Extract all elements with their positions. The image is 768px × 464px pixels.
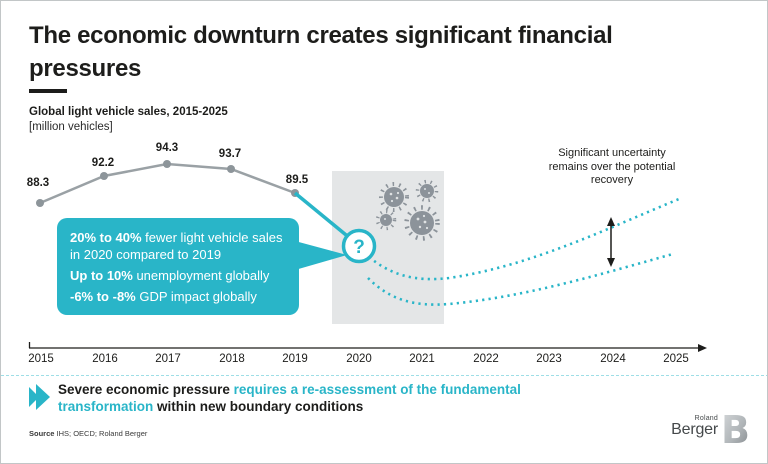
sales-data-points: [36, 160, 299, 207]
logo-word-roland: Roland: [694, 415, 718, 422]
year-2015: 2015: [28, 353, 54, 365]
double-chevron-icon: [29, 384, 50, 410]
impact-callout: 20% to 40% fewer light vehicle sales in …: [57, 218, 299, 315]
year-2017: 2017: [155, 353, 181, 365]
logo-word-berger: Berger: [671, 421, 718, 438]
svg-text:?: ?: [353, 237, 365, 258]
uncertainty-annotation: Significant uncertainty remains over the…: [548, 147, 676, 186]
virus-icon: [375, 209, 397, 231]
virus-icons: [375, 179, 440, 241]
question-mark-icon: ?: [341, 228, 377, 264]
sales-history-line: [39, 162, 296, 205]
key-message-part-3: within new boundary conditions: [153, 399, 364, 414]
callout-line-unemployment: Up to 10% unemployment globally: [70, 268, 270, 283]
year-2024: 2024: [600, 353, 626, 365]
virus-icon: [404, 205, 440, 241]
covid-shock-box: [332, 171, 444, 324]
callout-line-sales: 20% to 40% fewer light vehicle sales in …: [70, 230, 283, 262]
year-2021: 2021: [409, 353, 435, 365]
key-message: Severe economic pressure requires a re-a…: [58, 381, 550, 415]
value-label-2017: 94.3: [155, 142, 179, 154]
year-2022: 2022: [473, 353, 499, 365]
year-2020: 2020: [346, 353, 372, 365]
value-label-2016: 92.2: [91, 157, 115, 169]
year-2018: 2018: [219, 353, 245, 365]
uncertainty-range-arrow: [607, 217, 615, 267]
chart-heading: Global light vehicle sales, 2015-2025: [29, 106, 228, 118]
year-2019: 2019: [282, 353, 308, 365]
recovery-upper-scenario-curve: [368, 197, 680, 281]
value-label-2018: 93.7: [218, 148, 242, 160]
source-label: Source: [29, 429, 55, 438]
x-axis-arrowhead: [698, 344, 707, 352]
source-note: Source IHS; OECD; Roland Berger: [29, 429, 147, 438]
dashed-separator: [1, 375, 767, 376]
year-2025: 2025: [663, 353, 689, 365]
value-label-2015: 88.3: [26, 177, 50, 189]
value-label-2019: 89.5: [285, 174, 309, 186]
logo-b-glyph: B: [723, 410, 749, 448]
year-2016: 2016: [92, 353, 118, 365]
x-axis: [28, 342, 707, 352]
callout-line-gdp: -6% to -8% GDP impact globally: [70, 289, 257, 304]
year-2023: 2023: [536, 353, 562, 365]
downturn-connector-line: [293, 191, 359, 246]
logo-wordmark: Roland Berger: [671, 415, 718, 438]
svg-text:B: B: [723, 410, 749, 448]
virus-icon: [379, 182, 409, 212]
roland-berger-logo: Roland Berger B: [671, 410, 749, 448]
recovery-lower-scenario-curve: [367, 252, 674, 306]
key-message-part-2: requires a re-assessment of the fundamen…: [58, 382, 521, 414]
key-message-part-1: Severe economic pressure: [58, 382, 234, 397]
virus-icon: [415, 179, 439, 203]
page-title: The economic downturn creates significan…: [29, 22, 613, 82]
title-underline: [29, 89, 67, 93]
callout-tail: [295, 241, 347, 270]
source-text: IHS; OECD; Roland Berger: [54, 429, 148, 438]
chart-unit: [million vehicles]: [29, 121, 113, 133]
